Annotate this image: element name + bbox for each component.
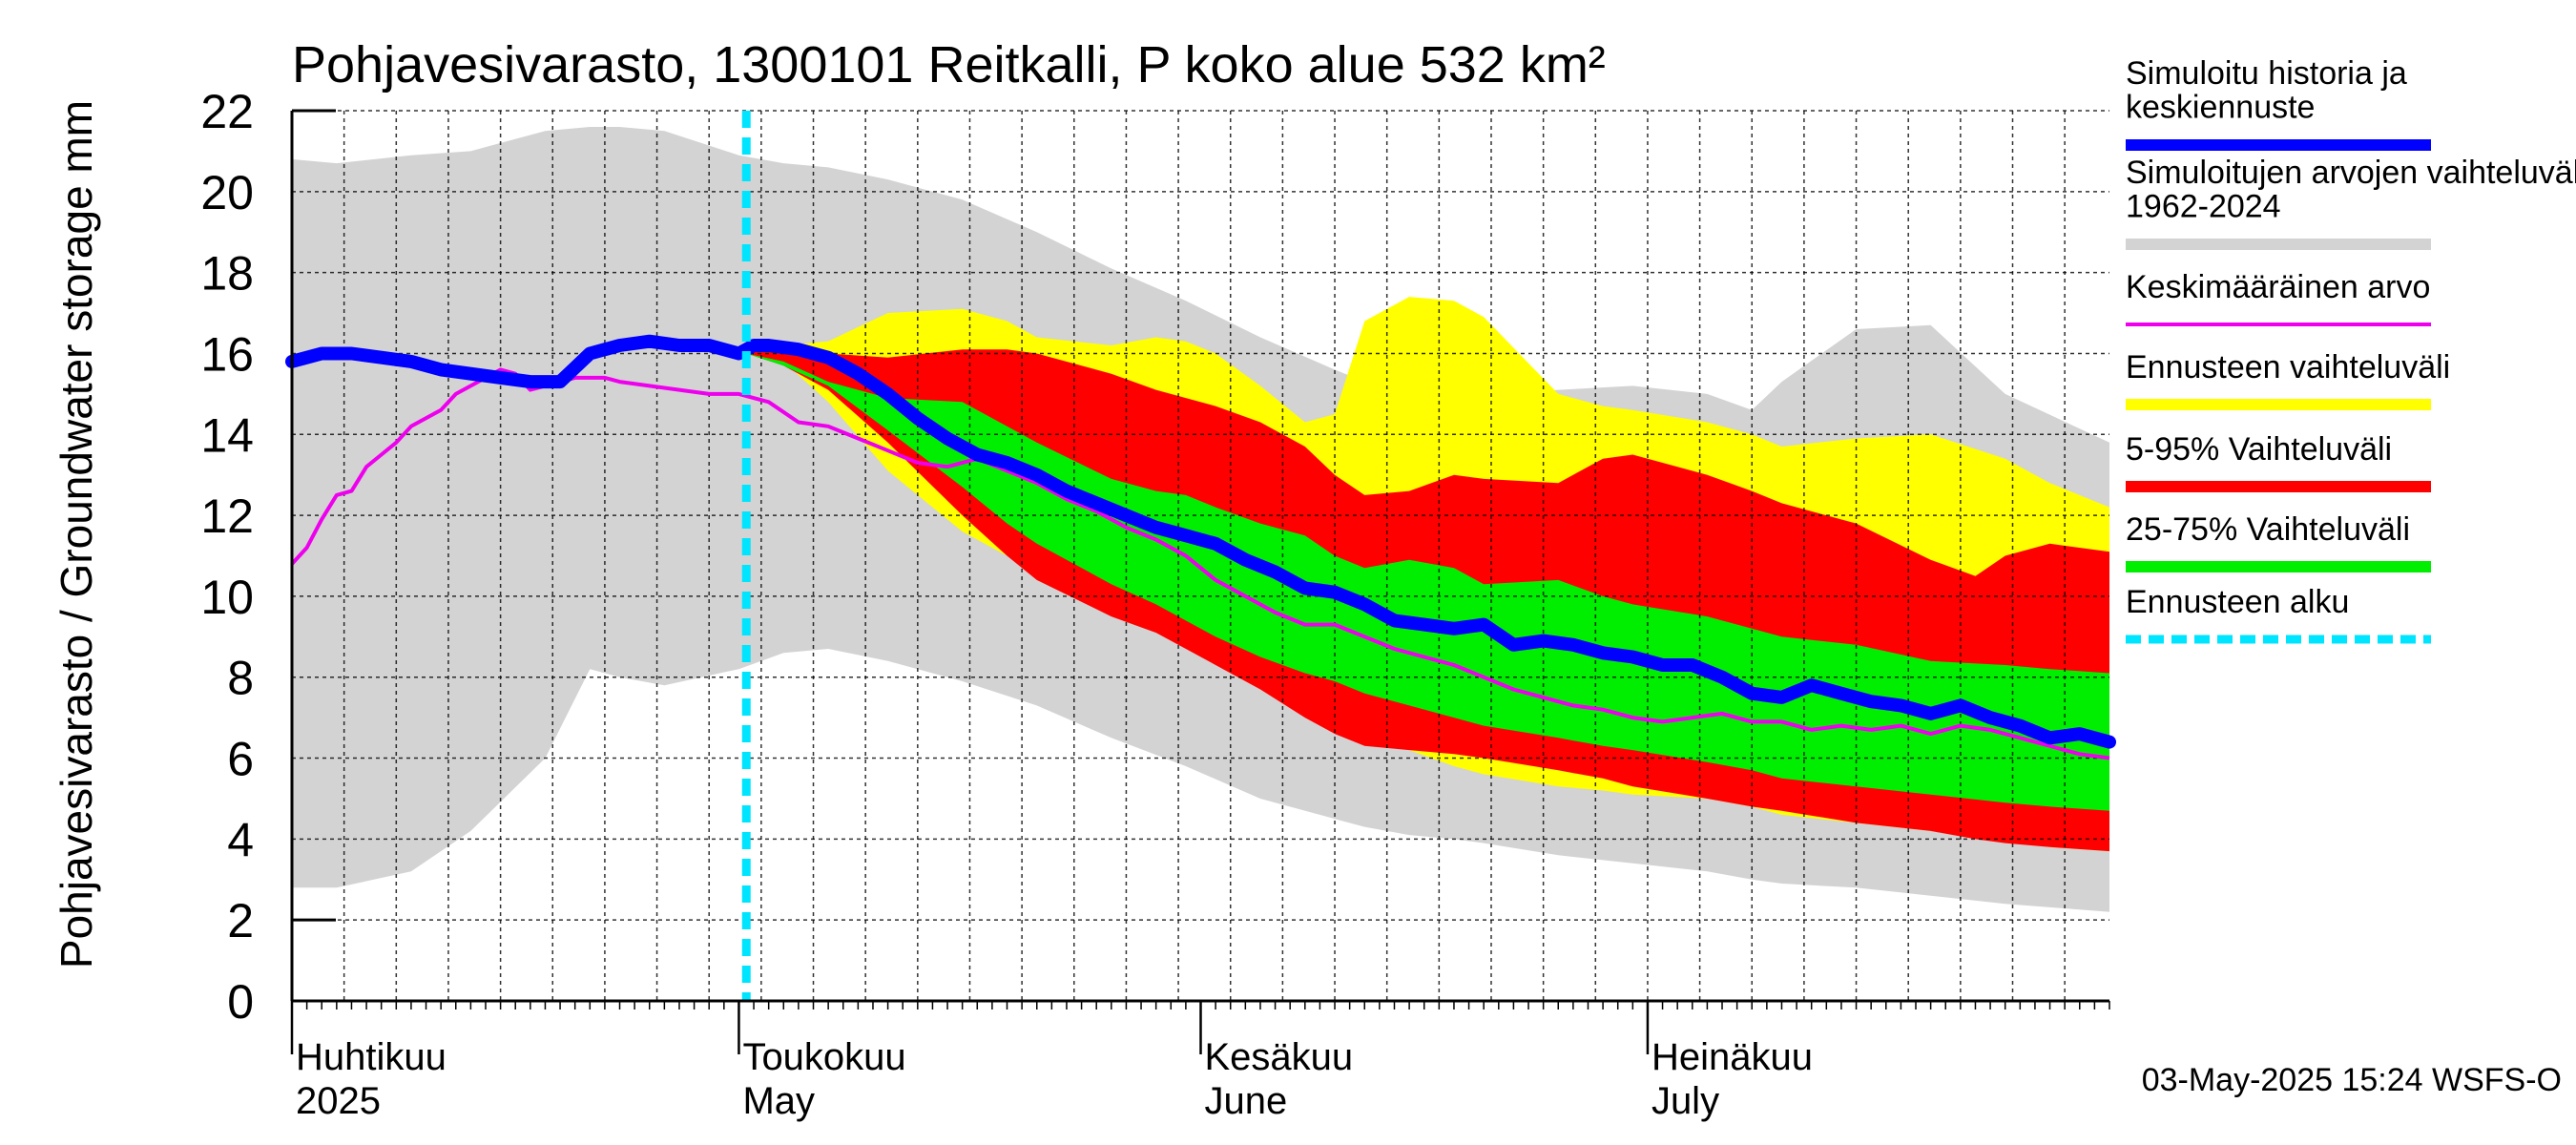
- y-tick-label: 22: [200, 85, 254, 138]
- y-tick-label: 16: [200, 327, 254, 381]
- y-tick-label: 10: [200, 571, 254, 624]
- legend-label: 25-75% Vaihteluväli: [2126, 511, 2410, 548]
- plot-area: [285, 110, 2116, 1001]
- month-label-fi: Huhtikuu: [296, 1036, 447, 1078]
- month-label-fi: Toukokuu: [742, 1036, 905, 1078]
- month-label-en: June: [1205, 1080, 1288, 1122]
- chart-title: Pohjavesivarasto, 1300101 Reitkalli, P k…: [292, 36, 1606, 94]
- grid-layer: [291, 110, 2109, 1001]
- y-tick-label: 4: [227, 813, 254, 866]
- y-tick-label: 20: [200, 166, 254, 219]
- footer-timestamp: 03-May-2025 15:24 WSFS-O: [2142, 1062, 2562, 1098]
- band-layer: [292, 127, 2109, 912]
- mean-line: [290, 367, 2110, 760]
- month-label-en: May: [742, 1080, 815, 1122]
- legend-label: Ennusteen vaihteluväli: [2126, 349, 2450, 385]
- legend-label: 5-95% Vaihteluväli: [2126, 431, 2392, 468]
- month-label-en: July: [1652, 1080, 1719, 1122]
- y-tick-label: 6: [227, 733, 254, 786]
- legend-label: Keskimääräinen arvo: [2126, 269, 2430, 305]
- y-tick-label: 2: [227, 894, 254, 947]
- y-axis-label: Pohjavesivarasto / Groundwater storage m…: [52, 100, 101, 968]
- line-layer: [285, 111, 2116, 1001]
- legend-label: Simuloitujen arvojen vaihteluväli 1962-20…: [2126, 155, 2576, 225]
- y-tick-label: 12: [200, 489, 254, 543]
- y-tick-label: 8: [227, 652, 254, 705]
- month-label-en: 2025: [296, 1080, 381, 1122]
- legend-label: Ennusteen alku: [2126, 584, 2349, 620]
- month-label-fi: Heinäkuu: [1652, 1036, 1813, 1078]
- legend-label: Simuloitu historia ja keskiennuste: [2126, 55, 2407, 126]
- legend: Simuloitu historia ja keskiennuste Simuloi…: [2126, 55, 2576, 644]
- month-label-fi: Kesäkuu: [1205, 1036, 1354, 1078]
- y-tick-label: 0: [227, 975, 254, 1029]
- y-tick-label: 14: [200, 408, 254, 462]
- y-tick-label: 18: [200, 247, 254, 301]
- simulated-line: [285, 334, 2116, 749]
